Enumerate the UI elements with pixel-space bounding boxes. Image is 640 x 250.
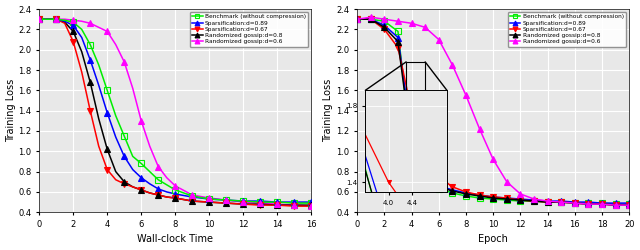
Bar bbox=[406, 62, 425, 116]
Legend: Benchmark (without compression), Sparsification:d=0.89, Sparsification:d=0.67, R: Benchmark (without compression), Sparsif… bbox=[508, 12, 627, 47]
Y-axis label: Training Loss: Training Loss bbox=[6, 79, 15, 142]
X-axis label: Wall-clock Time: Wall-clock Time bbox=[137, 234, 213, 244]
Legend: Benchmark (without compression), Sparsification:d=0.89, Sparsification:d=0.67, R: Benchmark (without compression), Sparsif… bbox=[189, 12, 308, 47]
Y-axis label: Training Loss: Training Loss bbox=[323, 79, 333, 142]
X-axis label: Epoch: Epoch bbox=[478, 234, 508, 244]
